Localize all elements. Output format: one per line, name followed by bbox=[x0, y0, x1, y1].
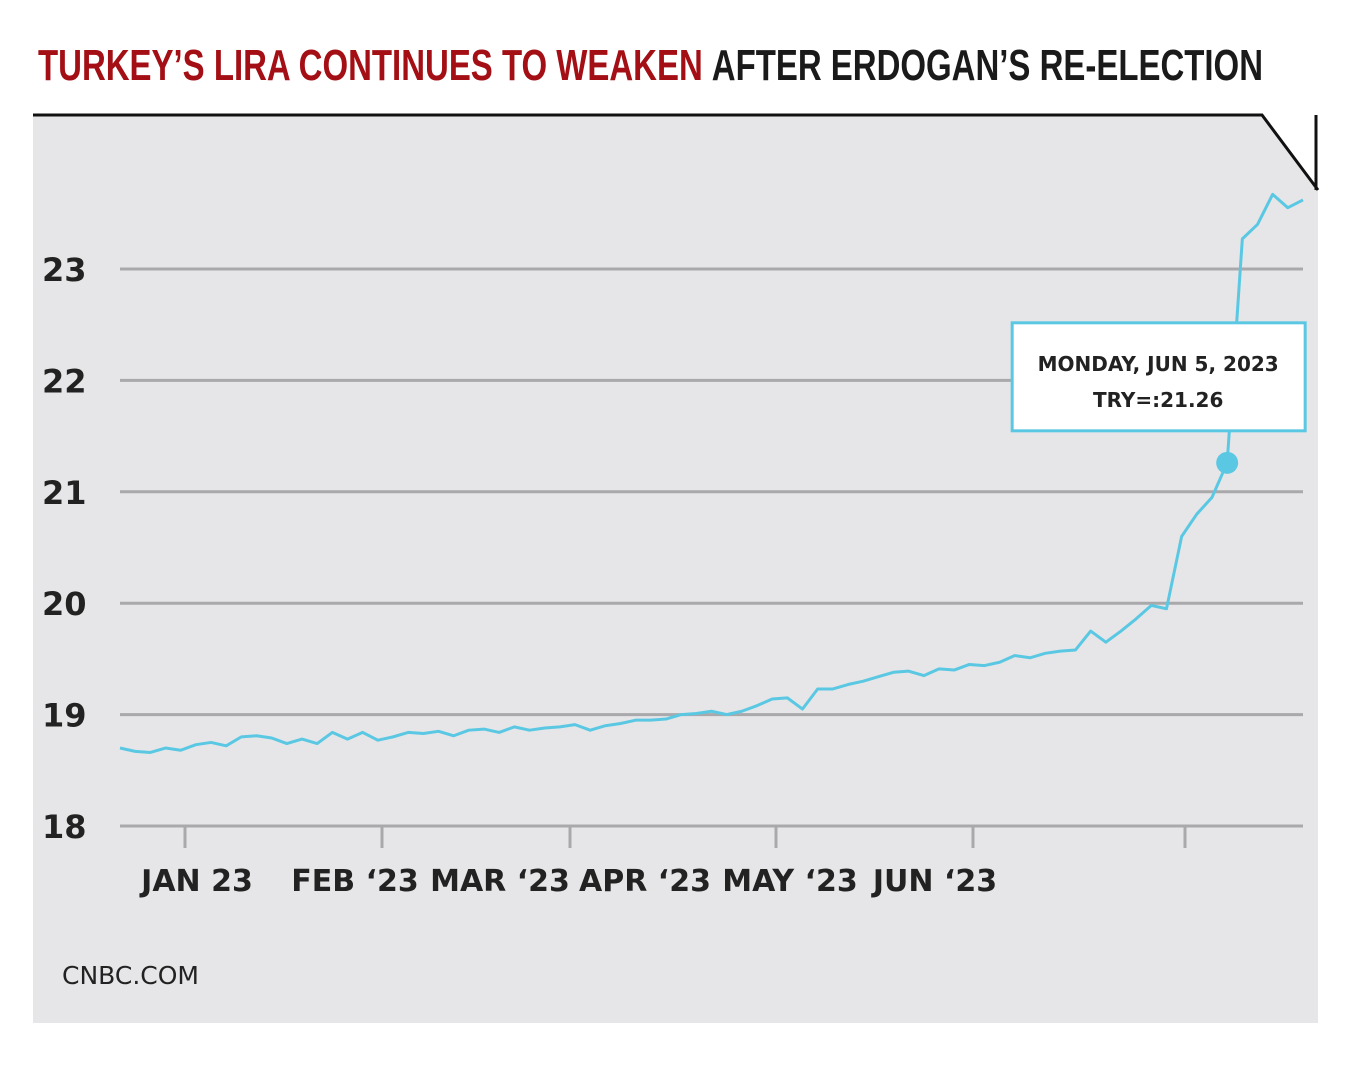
annotation-value: TRY=:21.26 bbox=[1093, 388, 1223, 412]
y-tick-label: 18 bbox=[42, 808, 87, 846]
x-tick-label: JUN ‘23 bbox=[871, 864, 997, 899]
frame-top bbox=[33, 113, 1320, 191]
annotation-box bbox=[1010, 321, 1307, 433]
x-tick-label: FEB ‘23 bbox=[291, 864, 418, 899]
annotation-date: MONDAY, JUN 5, 2023 bbox=[1038, 352, 1279, 376]
x-tick-label: MAR ‘23 bbox=[430, 864, 570, 899]
marks bbox=[119, 192, 1304, 754]
title-highlight: TURKEY’S LIRA CONTINUES TO WEAKEN bbox=[38, 41, 703, 90]
source: CNBC.COM bbox=[62, 961, 199, 990]
x-tick-label: MAY ‘23 bbox=[722, 864, 858, 899]
y-tick-label: 19 bbox=[42, 697, 87, 735]
highlight-point bbox=[1216, 451, 1239, 474]
y-tick-label: 22 bbox=[42, 362, 87, 400]
plot-background bbox=[33, 115, 1318, 1023]
x-tick-label: APR ‘23 bbox=[579, 864, 711, 899]
y-tick-label: 23 bbox=[42, 251, 87, 289]
y-tick-label: 20 bbox=[42, 585, 87, 623]
title-rest: AFTER ERDOGAN’S RE-ELECTION bbox=[712, 41, 1263, 90]
y-tick-label: 21 bbox=[42, 474, 87, 512]
chart-title: TURKEY’S LIRA CONTINUES TO WEAKENAFTER E… bbox=[38, 41, 1263, 90]
x-tick-label: JAN 23 bbox=[139, 864, 253, 899]
data-line bbox=[119, 192, 1304, 754]
